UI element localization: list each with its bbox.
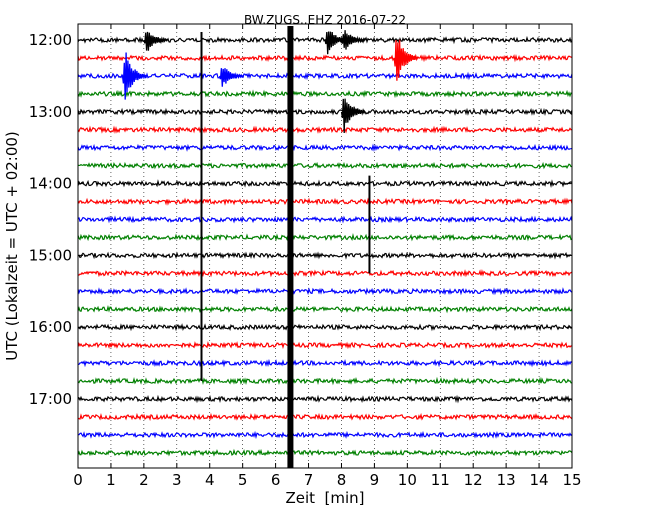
x-tick-label: 6: [271, 471, 281, 489]
trace-line: [77, 215, 573, 224]
trace-line: [77, 71, 573, 81]
trace-line: [77, 268, 573, 278]
trace-line: [77, 305, 573, 314]
event-gap-band: [287, 26, 294, 468]
trace-line: [77, 143, 573, 153]
y-tick-label: 16:00: [29, 318, 72, 336]
event-burst: [121, 52, 147, 100]
trace-line: [77, 394, 573, 404]
y-tick-label: 12:00: [29, 31, 72, 49]
trace-layer: [77, 35, 573, 457]
event-burst: [393, 39, 419, 81]
trace-line: [77, 197, 573, 206]
y-tick-label: 14:00: [29, 175, 72, 193]
trace-line: [77, 233, 573, 242]
trace-line: [77, 448, 573, 457]
x-axis-label: Zeit [min]: [285, 489, 364, 507]
event-burst: [143, 31, 168, 51]
x-tick-label: 1: [106, 471, 116, 489]
trace-line: [77, 107, 573, 116]
x-tick-label: 12: [464, 471, 483, 489]
trace-line: [77, 125, 573, 134]
x-tick-label: 2: [139, 471, 149, 489]
x-tick-label: 14: [530, 471, 549, 489]
trace-line: [77, 323, 573, 332]
trace-line: [77, 251, 573, 260]
x-tick-label: 11: [431, 471, 450, 489]
x-tick-label: 8: [337, 471, 347, 489]
x-tick-label: 9: [370, 471, 380, 489]
trace-line: [77, 89, 573, 99]
grid-lines: [110, 24, 540, 468]
trace-line: [77, 430, 573, 440]
chart-title: BW.ZUGS..EHZ 2016-07-22: [244, 13, 406, 27]
axis-ticks: 0 1 2 3 4 5 6 7 8 9 10 11 12 13 14 1512:0013:0014:0015:…: [29, 24, 582, 489]
x-tick-label: 7: [304, 471, 314, 489]
y-tick-label: 13:00: [29, 103, 72, 121]
trace-line: [77, 376, 573, 386]
trace-line: [77, 358, 573, 368]
y-axis-label: UTC (Lokalzeit = UTC + 02:00): [3, 131, 21, 361]
trace-line: [77, 412, 573, 422]
trace-line: [77, 161, 573, 170]
x-tick-label: 5: [238, 471, 248, 489]
x-tick-label: 13: [497, 471, 516, 489]
x-tick-label: 3: [172, 471, 182, 489]
x-tick-label: 15: [562, 471, 581, 489]
x-tick-label: 0: [73, 471, 83, 489]
trace-line: [77, 179, 573, 189]
y-tick-label: 15:00: [29, 246, 72, 264]
y-tick-label: 17:00: [29, 390, 72, 408]
event-burst: [340, 30, 366, 50]
trace-line: [77, 53, 573, 63]
x-tick-label: 4: [205, 471, 215, 489]
event-burst: [340, 98, 366, 133]
trace-line: [77, 341, 573, 350]
x-tick-label: 10: [398, 471, 417, 489]
event-layer: [121, 26, 419, 468]
trace-line: [77, 287, 573, 296]
plot-frame: [77, 23, 573, 469]
event-burst: [218, 68, 244, 87]
